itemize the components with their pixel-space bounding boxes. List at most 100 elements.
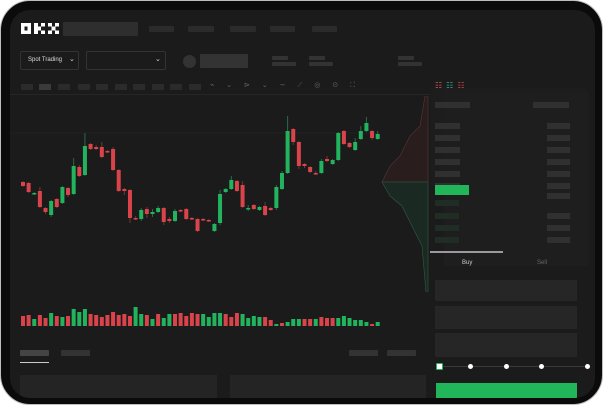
- volume-bar: [94, 315, 99, 326]
- volume-bar: [26, 315, 31, 326]
- volume-bar: [77, 312, 82, 326]
- slider-stop[interactable]: [585, 364, 590, 369]
- orderbook-bid-price: [435, 213, 459, 219]
- volume-bar: [240, 314, 245, 326]
- candle-body: [150, 212, 155, 214]
- timeframe-button[interactable]: [21, 84, 33, 90]
- candle-body: [353, 142, 358, 150]
- candle-body: [116, 170, 121, 191]
- okx-logo: [21, 23, 59, 34]
- slider-stop[interactable]: [539, 364, 544, 369]
- spot-trading-button[interactable]: Spot Trading ⌄: [20, 51, 79, 70]
- timeframe-button[interactable]: [78, 84, 90, 90]
- volume-bar: [184, 316, 189, 326]
- buy-submit-button[interactable]: [436, 383, 577, 398]
- volume-bar: [167, 314, 172, 326]
- orderbook-ask-price: [435, 123, 460, 129]
- orderbook-ask-amount: [547, 123, 570, 129]
- timeframe-button[interactable]: [96, 84, 108, 90]
- orderbook-layout-icons[interactable]: ☷☷☷: [435, 81, 469, 90]
- timeframe-button[interactable]: [152, 84, 164, 90]
- candle-body: [223, 189, 228, 192]
- orderbook-bid-price: [435, 237, 459, 243]
- tab-buy[interactable]: Buy: [462, 260, 473, 266]
- candle-body: [263, 206, 268, 215]
- volume-bar: [37, 315, 42, 326]
- candle-body: [274, 187, 279, 208]
- volume-bar: [218, 313, 223, 326]
- candle-body: [279, 173, 284, 189]
- candle-body: [99, 147, 104, 157]
- timeframe-button[interactable]: [58, 84, 70, 90]
- candle-body: [105, 151, 110, 153]
- orderbook-ask-price: [435, 159, 460, 165]
- search-input[interactable]: [63, 22, 138, 36]
- candle-body: [189, 218, 194, 220]
- slider-stop[interactable]: [468, 364, 473, 369]
- amount-input[interactable]: [435, 306, 577, 329]
- candle-body: [212, 224, 217, 231]
- tab-sell[interactable]: Sell: [537, 260, 548, 266]
- orderbook-ask-price: [435, 135, 460, 141]
- volume-bar: [223, 314, 228, 326]
- stat-label: [309, 56, 325, 60]
- timeframe-button[interactable]: [189, 84, 201, 90]
- candle-body: [330, 160, 335, 164]
- slider-handle[interactable]: [436, 363, 443, 370]
- candle-body: [49, 201, 54, 215]
- slider-stop[interactable]: [504, 364, 509, 369]
- orderbook-bid-amount: [547, 237, 570, 243]
- stat-value: [398, 62, 422, 66]
- candle-body: [285, 131, 290, 173]
- volume-bar: [206, 317, 211, 326]
- volume-bar: [296, 319, 301, 326]
- volume-bar: [173, 314, 178, 326]
- volume-bar: [99, 317, 104, 326]
- volume-bar: [54, 316, 59, 326]
- orderbook-ask-price: [435, 147, 460, 153]
- timeframe-button[interactable]: [115, 84, 127, 90]
- nav-item-1[interactable]: [149, 26, 174, 32]
- volume-bar: [105, 315, 110, 326]
- pair-dropdown[interactable]: ⌄: [86, 51, 166, 70]
- orderbook-ask-amount: [547, 193, 570, 199]
- volume-bar: [139, 314, 144, 326]
- total-input[interactable]: [435, 333, 577, 357]
- timeframe-button[interactable]: [39, 84, 51, 90]
- candle-body: [229, 180, 234, 189]
- tab-open-orders[interactable]: [20, 350, 49, 356]
- price-input[interactable]: [435, 280, 577, 301]
- volume-bar: [189, 313, 194, 326]
- volume-bar: [71, 309, 76, 326]
- orderbook-bid-amount: [547, 225, 570, 231]
- nav-item-3[interactable]: [230, 26, 256, 32]
- candle-body: [296, 142, 301, 166]
- timeframe-button[interactable]: [170, 84, 182, 90]
- chart-tool-icons[interactable]: ⌁ ⌄ ⊳ ⌄ ∼ ⟋ ◎ ⊙ ⛶: [210, 82, 361, 89]
- volume-bar: [246, 318, 251, 326]
- timeframe-button[interactable]: [133, 84, 145, 90]
- candle-body: [173, 211, 178, 221]
- orderbook-ask-price: [435, 171, 460, 177]
- volume-bar: [251, 316, 256, 326]
- orderbook-bid-price: [435, 200, 459, 206]
- nav-item-4[interactable]: [270, 26, 295, 32]
- volume-bar: [319, 317, 324, 326]
- volume-bar: [161, 318, 166, 326]
- depth-chart: [381, 96, 429, 292]
- stat-value: [309, 62, 333, 66]
- candle-body: [206, 220, 211, 222]
- amount-slider[interactable]: [440, 366, 590, 367]
- volume-bar: [195, 314, 200, 326]
- filter-button[interactable]: [349, 350, 378, 356]
- candle-body: [195, 219, 200, 231]
- volume-bar: [257, 317, 262, 326]
- tab-history[interactable]: [61, 350, 90, 356]
- nav-item-2[interactable]: [188, 26, 214, 32]
- volume-bar: [150, 319, 155, 326]
- candle-body: [167, 219, 172, 221]
- nav-item-5[interactable]: [312, 26, 337, 32]
- filter-button[interactable]: [387, 350, 416, 356]
- candle-body: [302, 164, 307, 166]
